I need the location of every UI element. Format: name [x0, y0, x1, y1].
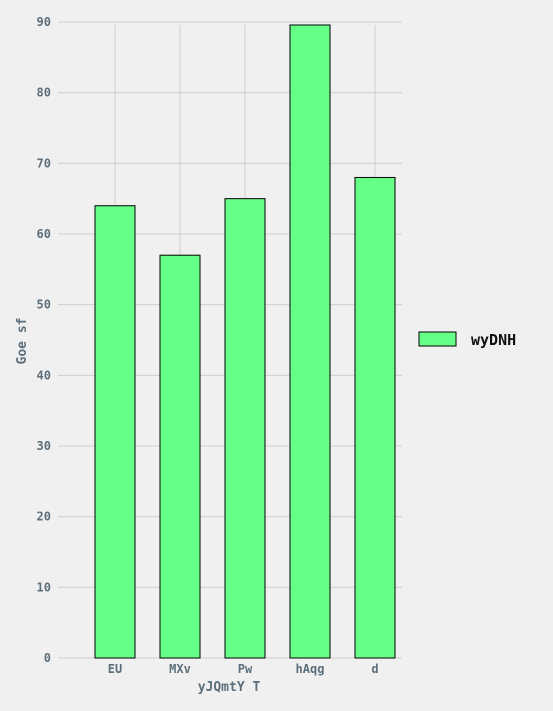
x-tick-label-0: EU [108, 662, 122, 676]
bars [94, 24, 396, 659]
x-axis-title: yJQmtY T [198, 680, 261, 695]
legend-label: wyDNH [471, 331, 516, 349]
legend-swatch [418, 331, 457, 347]
y-tick-label-0: 0 [44, 651, 51, 665]
y-tick-label-4: 40 [37, 368, 51, 382]
y-tick-label-5: 50 [37, 298, 51, 312]
y-tick-label-9: 90 [37, 15, 51, 29]
y-tick-label-6: 60 [37, 227, 51, 241]
y-tick-labels: 0 10 20 30 40 50 60 70 80 90 [37, 15, 51, 665]
x-tick-label-2: Pw [238, 662, 253, 676]
y-axis-title: Goe sf [15, 318, 30, 365]
y-tick-label-7: 70 [37, 156, 51, 170]
y-tick-label-8: 80 [37, 86, 51, 100]
x-tick-labels: EU MXv Pw hAqg d [108, 662, 379, 676]
y-tick-label-1: 10 [37, 580, 51, 594]
bar-EU [94, 205, 136, 659]
legend: wyDNH [418, 331, 516, 349]
y-tick-label-2: 20 [37, 510, 51, 524]
x-tick-label-3: hAqg [296, 662, 325, 676]
x-tick-label-4: d [371, 662, 378, 676]
x-tick-label-1: MXv [169, 662, 191, 676]
bar-hAqg [289, 24, 331, 659]
bar-d [354, 176, 396, 659]
y-tick-label-3: 30 [37, 439, 51, 453]
bar-Pw [224, 198, 266, 659]
bar-MXv [159, 254, 201, 659]
